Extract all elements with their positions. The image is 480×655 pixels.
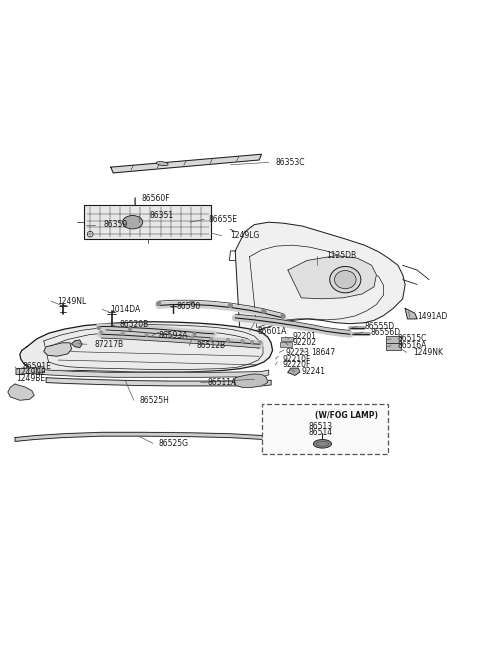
Text: 86525H: 86525H bbox=[140, 396, 169, 405]
Bar bbox=[280, 343, 292, 347]
Polygon shape bbox=[20, 322, 273, 372]
Polygon shape bbox=[44, 343, 72, 356]
Polygon shape bbox=[29, 369, 269, 377]
Bar bbox=[281, 337, 293, 341]
Circle shape bbox=[157, 302, 160, 305]
Text: 86513: 86513 bbox=[309, 422, 333, 430]
Text: 1249NL: 1249NL bbox=[57, 297, 86, 306]
Bar bbox=[386, 343, 401, 350]
Circle shape bbox=[193, 332, 196, 335]
Circle shape bbox=[129, 328, 132, 330]
Polygon shape bbox=[72, 340, 82, 348]
Circle shape bbox=[241, 339, 244, 343]
Circle shape bbox=[100, 331, 103, 333]
Polygon shape bbox=[235, 222, 405, 335]
Text: 86516A: 86516A bbox=[398, 341, 427, 350]
Bar bbox=[386, 336, 401, 343]
Text: 86512B: 86512B bbox=[197, 341, 226, 350]
Text: 86601A: 86601A bbox=[257, 327, 287, 336]
Text: 86655E: 86655E bbox=[209, 215, 238, 224]
Text: 86525G: 86525G bbox=[158, 439, 189, 448]
Circle shape bbox=[228, 303, 232, 307]
Text: (W/FOG LAMP): (W/FOG LAMP) bbox=[315, 411, 378, 420]
Text: 1249LG: 1249LG bbox=[230, 231, 260, 240]
Text: 92220F: 92220F bbox=[282, 360, 311, 369]
Text: 86511A: 86511A bbox=[207, 378, 237, 387]
Circle shape bbox=[169, 335, 172, 337]
Text: 1249NF: 1249NF bbox=[16, 368, 46, 377]
Polygon shape bbox=[288, 255, 376, 299]
Polygon shape bbox=[405, 309, 417, 319]
Bar bbox=[84, 206, 211, 239]
Text: 92202: 92202 bbox=[293, 339, 317, 347]
Polygon shape bbox=[15, 432, 307, 446]
Ellipse shape bbox=[313, 440, 332, 448]
Polygon shape bbox=[111, 154, 262, 173]
Text: 92241: 92241 bbox=[301, 367, 325, 376]
Text: 86515C: 86515C bbox=[398, 335, 427, 343]
Text: 86591E: 86591E bbox=[22, 362, 51, 371]
Polygon shape bbox=[288, 368, 300, 375]
Circle shape bbox=[210, 337, 213, 341]
Circle shape bbox=[281, 314, 285, 318]
Text: 1491AD: 1491AD bbox=[417, 312, 447, 322]
Text: 1014DA: 1014DA bbox=[110, 305, 140, 314]
Text: 86359: 86359 bbox=[104, 220, 128, 229]
Text: 87217B: 87217B bbox=[94, 340, 123, 348]
Text: 86593A: 86593A bbox=[158, 331, 188, 340]
Text: 86555D: 86555D bbox=[364, 322, 395, 331]
Bar bbox=[262, 404, 388, 455]
Circle shape bbox=[97, 327, 100, 329]
Text: 92210F: 92210F bbox=[282, 354, 311, 364]
Circle shape bbox=[251, 341, 253, 343]
Polygon shape bbox=[16, 367, 45, 375]
Polygon shape bbox=[8, 384, 34, 400]
Polygon shape bbox=[234, 374, 268, 387]
Text: 86514: 86514 bbox=[309, 428, 333, 438]
Circle shape bbox=[145, 333, 148, 336]
Ellipse shape bbox=[330, 267, 361, 293]
Circle shape bbox=[262, 309, 266, 313]
Text: 1249BE: 1249BE bbox=[16, 374, 45, 383]
Text: 92223: 92223 bbox=[286, 348, 310, 357]
Circle shape bbox=[191, 336, 193, 339]
Circle shape bbox=[167, 330, 169, 333]
Text: 86520B: 86520B bbox=[120, 320, 149, 329]
Text: 86556D: 86556D bbox=[370, 328, 400, 337]
Text: 86560F: 86560F bbox=[142, 194, 170, 203]
Circle shape bbox=[121, 332, 124, 335]
Text: 92201: 92201 bbox=[293, 332, 317, 341]
Circle shape bbox=[190, 301, 194, 305]
Text: 1249NK: 1249NK bbox=[413, 348, 443, 357]
Circle shape bbox=[227, 339, 229, 341]
Text: 86353C: 86353C bbox=[276, 158, 305, 167]
Text: 18647: 18647 bbox=[311, 348, 335, 357]
Text: 86590: 86590 bbox=[177, 303, 201, 311]
Ellipse shape bbox=[122, 215, 143, 229]
Text: 1125DB: 1125DB bbox=[326, 252, 356, 260]
Polygon shape bbox=[46, 378, 271, 386]
Text: 86351: 86351 bbox=[149, 210, 173, 219]
Circle shape bbox=[259, 341, 262, 344]
Ellipse shape bbox=[156, 162, 168, 166]
Ellipse shape bbox=[335, 271, 356, 289]
